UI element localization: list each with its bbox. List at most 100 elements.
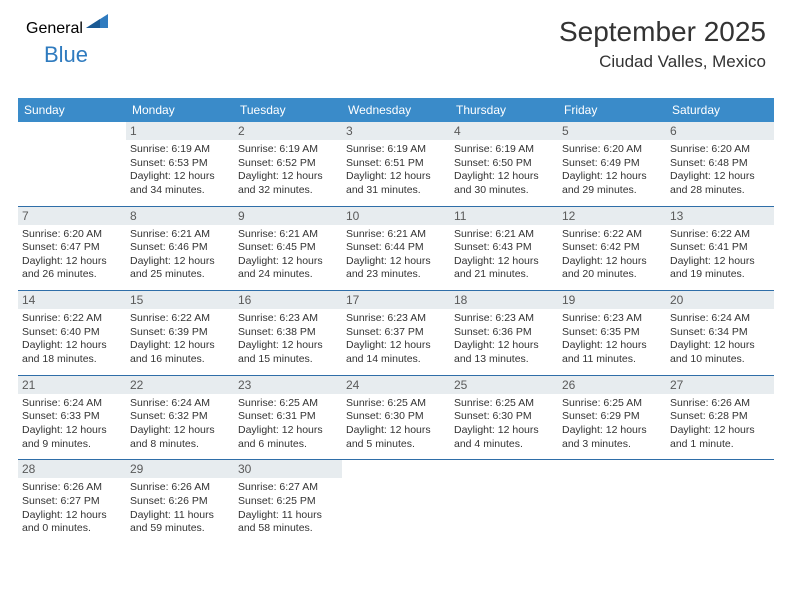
sunset-text: Sunset: 6:37 PM bbox=[346, 326, 446, 340]
sunset-text: Sunset: 6:38 PM bbox=[238, 326, 338, 340]
day-cell: 12Sunrise: 6:22 AMSunset: 6:42 PMDayligh… bbox=[558, 207, 666, 291]
day-cell: 11Sunrise: 6:21 AMSunset: 6:43 PMDayligh… bbox=[450, 207, 558, 291]
daylight-text: and 25 minutes. bbox=[130, 268, 230, 282]
day-number: 7 bbox=[18, 207, 126, 225]
sunset-text: Sunset: 6:44 PM bbox=[346, 241, 446, 255]
dow-cell: Friday bbox=[558, 98, 666, 122]
day-number: 29 bbox=[126, 460, 234, 478]
week-row: 21Sunrise: 6:24 AMSunset: 6:33 PMDayligh… bbox=[18, 375, 774, 460]
daylight-text: Daylight: 12 hours bbox=[346, 339, 446, 353]
daylight-text: Daylight: 12 hours bbox=[238, 170, 338, 184]
sunrise-text: Sunrise: 6:24 AM bbox=[22, 397, 122, 411]
daylight-text: and 11 minutes. bbox=[562, 353, 662, 367]
sunset-text: Sunset: 6:30 PM bbox=[454, 410, 554, 424]
daylight-text: Daylight: 12 hours bbox=[454, 170, 554, 184]
daylight-text: and 28 minutes. bbox=[670, 184, 770, 198]
day-number: 1 bbox=[126, 122, 234, 140]
sunrise-text: Sunrise: 6:22 AM bbox=[562, 228, 662, 242]
day-cell: 7Sunrise: 6:20 AMSunset: 6:47 PMDaylight… bbox=[18, 207, 126, 291]
sunrise-text: Sunrise: 6:20 AM bbox=[562, 143, 662, 157]
daylight-text: Daylight: 12 hours bbox=[562, 424, 662, 438]
day-cell: 19Sunrise: 6:23 AMSunset: 6:35 PMDayligh… bbox=[558, 291, 666, 375]
sunrise-text: Sunrise: 6:19 AM bbox=[454, 143, 554, 157]
daylight-text: Daylight: 12 hours bbox=[22, 339, 122, 353]
sunrise-text: Sunrise: 6:23 AM bbox=[346, 312, 446, 326]
sunset-text: Sunset: 6:30 PM bbox=[346, 410, 446, 424]
day-cell: 4Sunrise: 6:19 AMSunset: 6:50 PMDaylight… bbox=[450, 122, 558, 206]
sunrise-text: Sunrise: 6:22 AM bbox=[22, 312, 122, 326]
day-cell: 17Sunrise: 6:23 AMSunset: 6:37 PMDayligh… bbox=[342, 291, 450, 375]
daylight-text: Daylight: 12 hours bbox=[562, 170, 662, 184]
day-number: 22 bbox=[126, 376, 234, 394]
sunset-text: Sunset: 6:41 PM bbox=[670, 241, 770, 255]
sunrise-text: Sunrise: 6:24 AM bbox=[130, 397, 230, 411]
day-cell bbox=[666, 460, 774, 544]
sunrise-text: Sunrise: 6:23 AM bbox=[454, 312, 554, 326]
day-cell: 3Sunrise: 6:19 AMSunset: 6:51 PMDaylight… bbox=[342, 122, 450, 206]
sunrise-text: Sunrise: 6:19 AM bbox=[130, 143, 230, 157]
daylight-text: Daylight: 11 hours bbox=[130, 509, 230, 523]
logo-text-general: General bbox=[26, 20, 83, 38]
logo-triangle-icon bbox=[86, 12, 110, 35]
day-number: 30 bbox=[234, 460, 342, 478]
day-cell: 29Sunrise: 6:26 AMSunset: 6:26 PMDayligh… bbox=[126, 460, 234, 544]
sunrise-text: Sunrise: 6:20 AM bbox=[670, 143, 770, 157]
sunset-text: Sunset: 6:25 PM bbox=[238, 495, 338, 509]
sunrise-text: Sunrise: 6:21 AM bbox=[130, 228, 230, 242]
sunset-text: Sunset: 6:36 PM bbox=[454, 326, 554, 340]
day-cell: 6Sunrise: 6:20 AMSunset: 6:48 PMDaylight… bbox=[666, 122, 774, 206]
sunrise-text: Sunrise: 6:25 AM bbox=[454, 397, 554, 411]
logo-text-blue-wrap: Blue bbox=[44, 42, 88, 68]
day-number: 8 bbox=[126, 207, 234, 225]
day-number: 18 bbox=[450, 291, 558, 309]
daylight-text: and 1 minute. bbox=[670, 438, 770, 452]
day-cell: 9Sunrise: 6:21 AMSunset: 6:45 PMDaylight… bbox=[234, 207, 342, 291]
daylight-text: and 59 minutes. bbox=[130, 522, 230, 536]
daylight-text: Daylight: 12 hours bbox=[346, 424, 446, 438]
day-cell: 14Sunrise: 6:22 AMSunset: 6:40 PMDayligh… bbox=[18, 291, 126, 375]
daylight-text: Daylight: 12 hours bbox=[238, 255, 338, 269]
dow-cell: Tuesday bbox=[234, 98, 342, 122]
day-number: 21 bbox=[18, 376, 126, 394]
sunset-text: Sunset: 6:47 PM bbox=[22, 241, 122, 255]
sunset-text: Sunset: 6:39 PM bbox=[130, 326, 230, 340]
day-cell: 2Sunrise: 6:19 AMSunset: 6:52 PMDaylight… bbox=[234, 122, 342, 206]
daylight-text: and 18 minutes. bbox=[22, 353, 122, 367]
day-cell: 20Sunrise: 6:24 AMSunset: 6:34 PMDayligh… bbox=[666, 291, 774, 375]
sunrise-text: Sunrise: 6:23 AM bbox=[238, 312, 338, 326]
day-cell bbox=[558, 460, 666, 544]
dow-cell: Monday bbox=[126, 98, 234, 122]
daylight-text: and 9 minutes. bbox=[22, 438, 122, 452]
week-row: 14Sunrise: 6:22 AMSunset: 6:40 PMDayligh… bbox=[18, 290, 774, 375]
dow-cell: Thursday bbox=[450, 98, 558, 122]
sunrise-text: Sunrise: 6:26 AM bbox=[130, 481, 230, 495]
calendar: SundayMondayTuesdayWednesdayThursdayFrid… bbox=[18, 98, 774, 544]
daylight-text: and 10 minutes. bbox=[670, 353, 770, 367]
logo: General bbox=[26, 20, 110, 38]
day-cell bbox=[342, 460, 450, 544]
daylight-text: and 3 minutes. bbox=[562, 438, 662, 452]
day-cell: 18Sunrise: 6:23 AMSunset: 6:36 PMDayligh… bbox=[450, 291, 558, 375]
day-cell: 5Sunrise: 6:20 AMSunset: 6:49 PMDaylight… bbox=[558, 122, 666, 206]
sunset-text: Sunset: 6:27 PM bbox=[22, 495, 122, 509]
sunset-text: Sunset: 6:28 PM bbox=[670, 410, 770, 424]
day-number: 6 bbox=[666, 122, 774, 140]
daylight-text: and 24 minutes. bbox=[238, 268, 338, 282]
day-cell: 21Sunrise: 6:24 AMSunset: 6:33 PMDayligh… bbox=[18, 376, 126, 460]
day-number: 5 bbox=[558, 122, 666, 140]
sunset-text: Sunset: 6:53 PM bbox=[130, 157, 230, 171]
sunset-text: Sunset: 6:29 PM bbox=[562, 410, 662, 424]
sunrise-text: Sunrise: 6:19 AM bbox=[238, 143, 338, 157]
sunrise-text: Sunrise: 6:25 AM bbox=[346, 397, 446, 411]
daylight-text: and 4 minutes. bbox=[454, 438, 554, 452]
day-cell: 1Sunrise: 6:19 AMSunset: 6:53 PMDaylight… bbox=[126, 122, 234, 206]
day-number: 28 bbox=[18, 460, 126, 478]
daylight-text: and 13 minutes. bbox=[454, 353, 554, 367]
daylight-text: Daylight: 12 hours bbox=[670, 424, 770, 438]
sunset-text: Sunset: 6:40 PM bbox=[22, 326, 122, 340]
day-number: 11 bbox=[450, 207, 558, 225]
daylight-text: and 32 minutes. bbox=[238, 184, 338, 198]
daylight-text: Daylight: 12 hours bbox=[130, 255, 230, 269]
day-cell: 15Sunrise: 6:22 AMSunset: 6:39 PMDayligh… bbox=[126, 291, 234, 375]
daylight-text: and 30 minutes. bbox=[454, 184, 554, 198]
